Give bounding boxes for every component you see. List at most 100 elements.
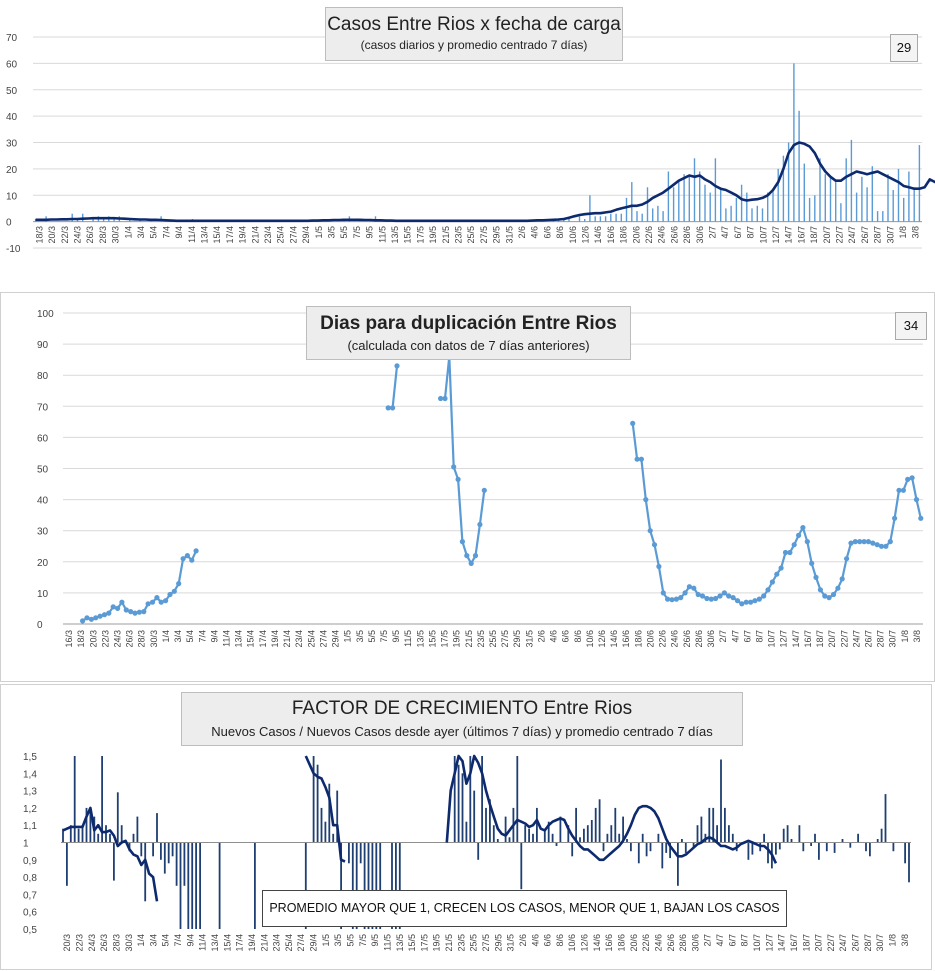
c1-bar [876,211,879,222]
c3-bar [316,764,319,843]
c1-xtick-label: 28/6 [682,226,692,244]
c2-line [81,356,922,622]
c3-bar [775,842,777,855]
c1-bar [667,171,670,222]
c3-bar [700,816,703,843]
c1-xtick-label: 16/6 [606,226,616,244]
c3-bar [391,842,393,929]
c3-bar [892,842,895,852]
c3-xtick-label: 16/6 [604,934,614,952]
c3-xtick-label: 6/6 [543,934,553,947]
c2-point [918,515,924,521]
c3-xtick-label: 2/7 [703,934,713,947]
c3-bar [175,842,178,886]
c3-bar [782,828,785,843]
c1-xtick-label: 13/5 [390,226,400,244]
c3-bar [179,842,182,929]
c3-xtick-label: 12/7 [764,934,774,952]
c1-xtick-label: 23/4 [263,226,273,244]
c3-ytick-label: 0,8 [23,873,37,884]
c2-xtick-label: 20/3 [88,630,98,648]
c3-xtick-label: 22/6 [641,934,651,952]
c1-bar [798,110,800,222]
c1-bar [652,208,654,222]
c3-xtick-label: 21/5 [444,934,454,952]
c2-point [848,540,854,546]
c1-xtick-label: 26/3 [85,226,95,244]
c3-bar [657,833,660,843]
c1-bar [903,197,905,222]
c1-ytick-label: 10 [6,191,18,202]
c2-point [110,604,116,610]
c1-xtick-label: 14/7 [784,226,794,244]
daily-cases-badge: 29 [890,34,918,62]
c3-bar [818,842,820,860]
c3-bar [696,825,699,843]
c1-xtick-label: 13/4 [199,226,209,244]
c3-bar [751,842,754,855]
daily-cases-panel: -10 0 10 20 30 40 50 60 70 18/3 20/3 22/3 24/3 26/3 28… [0,0,935,258]
c3-xtick-label: 23/5 [456,934,466,952]
c3-bar [884,794,887,843]
c3-xtick-label: 3/8 [900,934,910,947]
c3-bar [904,842,906,864]
c1-bar [887,174,889,222]
c2-xtick-label: 23/4 [294,630,304,648]
c1-xtick-label: 11/4 [187,226,197,243]
c3-bar [524,825,527,843]
c3-bar [849,842,852,848]
c1-xtick-label: 11/5 [377,226,387,243]
c3-bar [371,842,374,929]
c2-point [656,563,662,570]
c2-xtick-label: 12/7 [779,630,789,648]
c3-bar [708,807,711,843]
c3-bar [594,807,597,843]
c3-bar [504,816,507,843]
c3-xtick-label: 24/7 [838,934,848,952]
c3-xtick-label: 11/4 [198,934,208,951]
c2-xtick-label: 1/4 [161,630,171,643]
c1-bar [777,168,779,222]
c1-bar [610,213,612,222]
c1-bar [725,208,727,222]
c3-bar [144,842,147,902]
c1-xtick-label: 4/6 [530,226,540,239]
c3-xtick-label: 8/7 [740,934,750,947]
c2-point [852,539,858,545]
c2-point [804,539,810,545]
c1-xtick-label: 8/6 [555,226,565,239]
c1-bar [594,216,596,222]
c3-xtick-label: 3/5 [333,934,343,947]
c3-bar [167,842,170,864]
c1-xtick-label: 25/5 [466,226,476,244]
c2-xtick-label: 16/7 [803,630,813,648]
c2-point [874,542,880,548]
c2-xtick-label: 30/7 [888,630,898,648]
c3-bar [728,825,730,843]
c2-point [119,599,125,605]
c2-xtick-label: 6/6 [561,630,571,643]
c2-ytick-label: 60 [37,433,49,444]
c2-point [464,553,470,559]
c2-xtick-label: 9/5 [391,630,401,643]
c2-xtick-label: 19/5 [452,630,462,648]
c2-point [896,487,902,493]
c2-xtick-label: 13/4 [234,630,244,648]
c3-bar [109,833,111,843]
c3-bar [496,839,499,843]
c3-xtick-label: 13/5 [395,934,405,952]
c2-point [878,543,885,549]
c2-xtick-label: 22/3 [100,630,110,648]
c2-point [813,574,819,580]
c1-xtick-label: 24/3 [72,226,82,244]
c3-bar [802,842,805,852]
c2-xtick-label: 10/6 [585,630,595,648]
c1-xtick-label: 16/7 [796,226,806,244]
c1-bar [578,216,581,222]
c1-bar [662,211,664,222]
growth-factor-title-box: FACTOR DE CRECIMIENTO Entre Rios Nuevos … [181,692,743,746]
c3-bar [62,828,64,843]
c1-xtick-label: 17/4 [225,226,235,244]
c2-xtick-label: 8/6 [573,630,583,643]
c1-bar [855,192,858,222]
